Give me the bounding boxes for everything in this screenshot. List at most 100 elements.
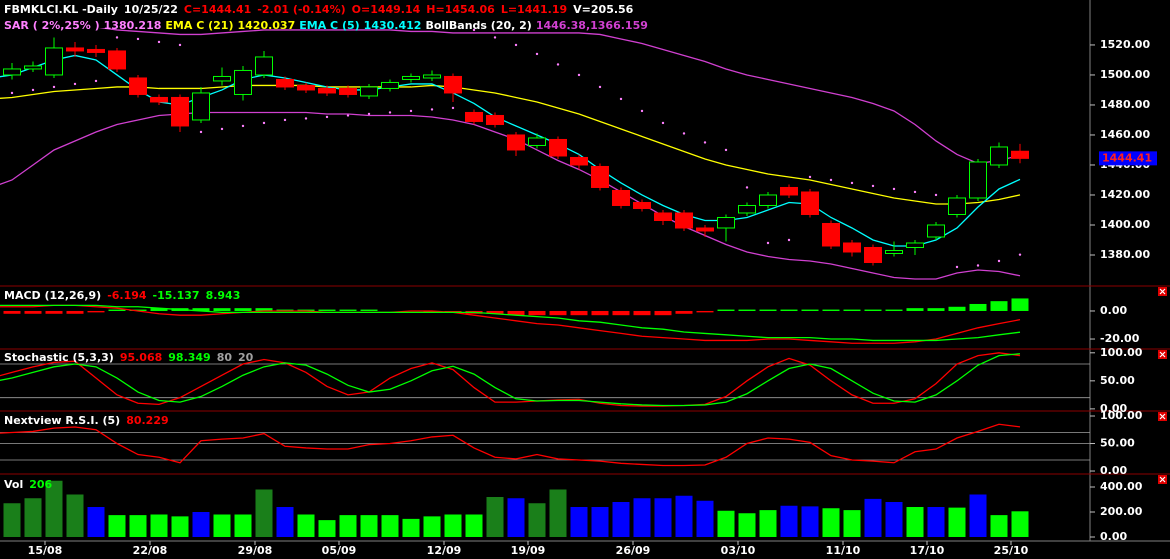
volume-bar xyxy=(780,505,798,537)
volume-bar xyxy=(990,515,1008,537)
macd-histogram-bar xyxy=(129,309,147,311)
volume-bar xyxy=(528,503,546,537)
volume-bar xyxy=(675,495,693,537)
x-tick-label: 29/08 xyxy=(238,544,273,557)
y-tick-label: 1460.00 xyxy=(1100,128,1150,141)
volume-bar xyxy=(24,498,42,537)
sar-dot xyxy=(598,85,602,89)
macd-histogram-bar xyxy=(234,308,252,311)
current-value: 98.349 xyxy=(168,351,210,364)
current-value: -6.194 xyxy=(107,289,147,302)
panel-plot xyxy=(0,352,1090,407)
macd-histogram-bar xyxy=(255,308,273,311)
close-button[interactable] xyxy=(1158,287,1167,296)
panel-plot xyxy=(0,298,1029,344)
macd-histogram-bar xyxy=(927,308,945,311)
current-value: 8.943 xyxy=(206,289,241,302)
candle-body xyxy=(696,227,714,232)
volume-bar xyxy=(507,498,525,537)
candle-body xyxy=(486,114,504,125)
y-tick-label: 100.00 xyxy=(1100,346,1143,359)
sar-dot xyxy=(787,238,791,242)
x-tick-label: 26/09 xyxy=(616,544,651,557)
panel-header: MACD (12,26,9) -6.194 -15.137 8.943 xyxy=(4,289,240,302)
chart-title: FBMKLCI.KL -Daily xyxy=(4,3,118,16)
macd-histogram-bar xyxy=(801,309,819,311)
volume-bar xyxy=(570,507,588,537)
x-tick-label: 19/09 xyxy=(511,544,546,557)
sar-dot xyxy=(808,175,812,179)
volume-bar xyxy=(45,480,63,537)
macd-histogram-bar xyxy=(906,308,924,311)
macd-histogram-bar xyxy=(948,306,966,311)
x-tick-label: 05/09 xyxy=(322,544,357,557)
volume-bar xyxy=(213,514,231,537)
candle-body xyxy=(612,189,630,206)
quote-item: -2.01 (-0.14%) xyxy=(257,3,345,16)
volume-bar xyxy=(654,498,672,537)
volume-bar xyxy=(255,489,273,537)
macd-histogram-bar xyxy=(24,310,42,314)
candle-body xyxy=(108,50,126,70)
volume-bar xyxy=(150,514,168,537)
y-tick-label: -20.00 xyxy=(1100,332,1140,345)
current-value: 206 xyxy=(29,478,52,491)
current-value: -15.137 xyxy=(153,289,200,302)
volume-bar xyxy=(885,502,903,537)
sar-dot xyxy=(850,181,854,185)
y-tick-label: 1380.00 xyxy=(1100,248,1150,261)
sar-dot xyxy=(73,82,77,86)
panel-header: Vol 206 xyxy=(4,478,53,491)
indicator-line xyxy=(0,423,1021,467)
candle-body xyxy=(45,47,63,76)
y-tick-label: 50.00 xyxy=(1100,374,1135,387)
volume-bar xyxy=(822,508,840,537)
sar-dot xyxy=(619,97,623,101)
chart-date: 10/25/22 xyxy=(124,3,178,16)
sar-dot xyxy=(115,36,119,39)
macd-histogram-bar xyxy=(570,310,588,316)
candle-body xyxy=(360,86,378,97)
candle-body xyxy=(171,96,189,127)
legend-value: 1420.037 xyxy=(237,19,295,32)
sar-dot xyxy=(136,37,140,41)
candle-body xyxy=(129,77,147,95)
macd-histogram-bar xyxy=(780,309,798,311)
macd-histogram-bar xyxy=(759,309,777,311)
macd-histogram-bar xyxy=(822,309,840,311)
candle-body xyxy=(276,78,294,88)
macd-histogram-bar xyxy=(654,310,672,316)
candle-body xyxy=(843,242,861,253)
volume-text: V=205.56 xyxy=(573,3,634,16)
panel-plot xyxy=(0,28,1029,280)
close-button[interactable] xyxy=(1158,350,1167,359)
volume-bar xyxy=(633,498,651,537)
sar-dot xyxy=(325,115,329,119)
volume-bar xyxy=(801,506,819,537)
volume-bar xyxy=(234,514,252,537)
volume-bar xyxy=(738,513,756,537)
volume-bar xyxy=(696,500,714,537)
candle-body xyxy=(927,224,945,238)
close-button[interactable] xyxy=(1158,475,1167,484)
volume-bar xyxy=(276,507,294,537)
legend-value: 1446.38,1366.159 xyxy=(536,19,648,32)
x-tick-label: 25/10 xyxy=(994,544,1029,557)
close-button[interactable] xyxy=(1158,412,1167,421)
macd-histogram-bar xyxy=(528,310,546,316)
candle-body xyxy=(234,69,252,95)
panel-plot xyxy=(0,423,1090,467)
x-tick-label: 11/10 xyxy=(826,544,861,557)
indicator-line xyxy=(0,353,1021,407)
candle-body xyxy=(465,111,483,122)
macd-histogram-bar xyxy=(3,310,21,314)
current-value: 95.068 xyxy=(120,351,162,364)
volume-bar xyxy=(360,515,378,537)
macd-histogram-bar xyxy=(675,310,693,314)
y-tick-label: 1480.00 xyxy=(1100,98,1150,111)
volume-bar xyxy=(402,518,420,537)
sar-dot xyxy=(388,111,392,114)
macd-histogram-bar xyxy=(612,310,630,316)
sar-dot xyxy=(430,108,434,111)
